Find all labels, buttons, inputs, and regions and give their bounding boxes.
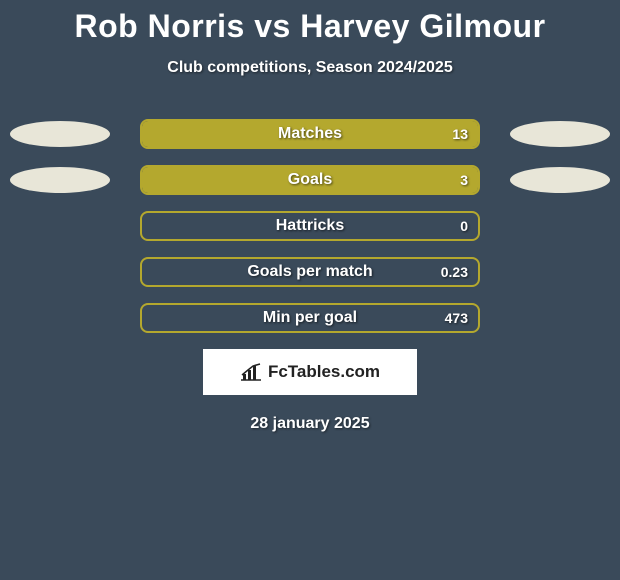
stat-value: 0 xyxy=(460,218,468,234)
player-right-oval xyxy=(510,167,610,193)
stat-row: Hattricks 0 xyxy=(0,211,620,241)
bar-track: Matches 13 xyxy=(140,119,480,149)
stat-row: Matches 13 xyxy=(0,119,620,149)
comparison-chart: Matches 13 Goals 3 Hattricks 0 xyxy=(0,119,620,333)
stat-row: Min per goal 473 xyxy=(0,303,620,333)
stat-value: 0.23 xyxy=(441,264,468,280)
page: Rob Norris vs Harvey Gilmour Club compet… xyxy=(0,0,620,580)
page-subtitle: Club competitions, Season 2024/2025 xyxy=(0,59,620,77)
bar-track: Hattricks 0 xyxy=(140,211,480,241)
player-left-oval xyxy=(10,167,110,193)
stat-label: Hattricks xyxy=(142,217,478,235)
brand-logo: FcTables.com xyxy=(203,349,417,395)
stat-value: 473 xyxy=(445,310,468,326)
bar-track: Min per goal 473 xyxy=(140,303,480,333)
bar-track: Goals per match 0.23 xyxy=(140,257,480,287)
player-right-oval xyxy=(510,121,610,147)
stat-row: Goals per match 0.23 xyxy=(0,257,620,287)
bar-track: Goals 3 xyxy=(140,165,480,195)
snapshot-date: 28 january 2025 xyxy=(0,415,620,433)
stat-label: Goals per match xyxy=(142,263,478,281)
bar-chart-icon xyxy=(240,363,262,381)
player-left-oval xyxy=(10,121,110,147)
page-title: Rob Norris vs Harvey Gilmour xyxy=(0,0,620,45)
brand-logo-text: FcTables.com xyxy=(268,362,380,382)
stat-label: Min per goal xyxy=(142,309,478,327)
bar-fill xyxy=(142,121,478,147)
bar-fill xyxy=(142,167,478,193)
stat-row: Goals 3 xyxy=(0,165,620,195)
